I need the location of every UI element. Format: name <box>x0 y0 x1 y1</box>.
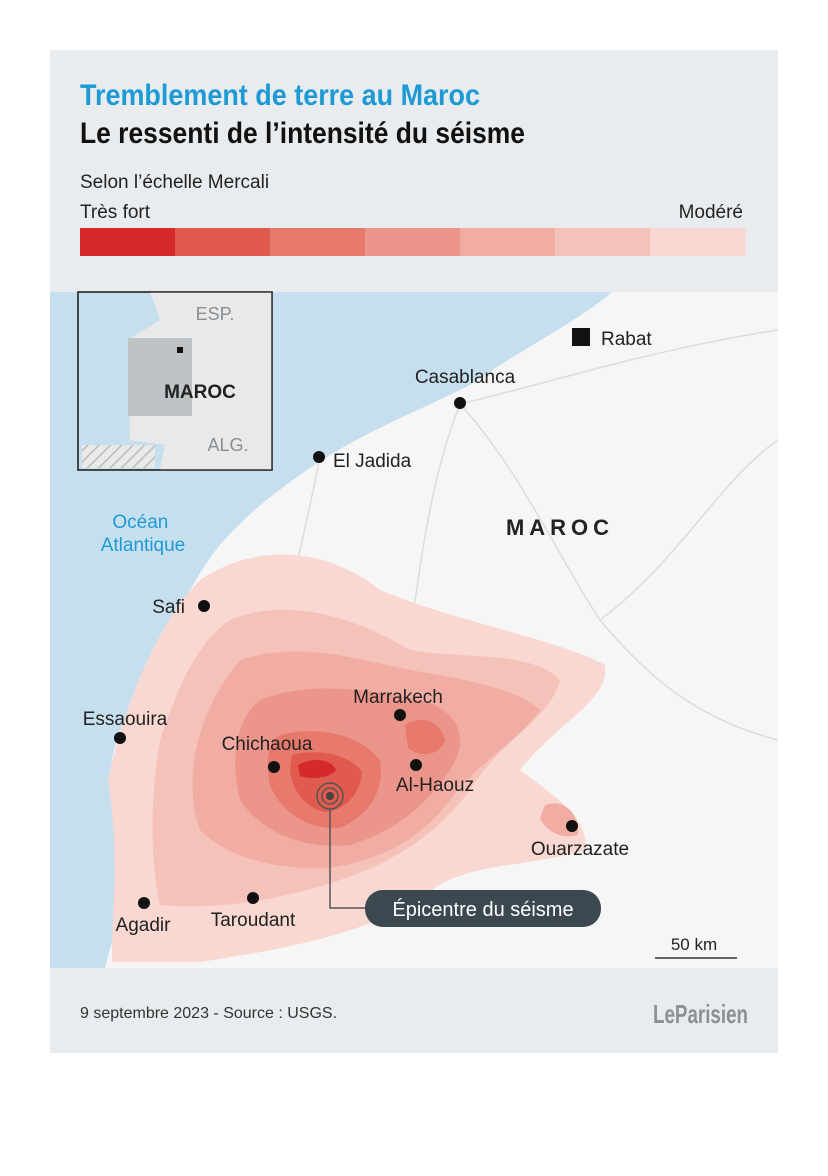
legend-swatch <box>175 228 271 256</box>
legend-high: Très fort <box>80 202 151 223</box>
city-dot <box>198 600 210 612</box>
epicenter-mark <box>316 782 365 909</box>
footer-panel <box>50 968 778 1053</box>
legend-swatch <box>555 228 651 256</box>
city-dot <box>114 732 126 744</box>
ocean-label: Océan Atlantique <box>101 512 186 556</box>
capital-marker <box>572 328 590 346</box>
cities: Casablanca El Jadida Safi Essaouira Marrakec… <box>83 367 629 936</box>
city-label: Safi <box>152 597 185 618</box>
legend-swatch <box>460 228 556 256</box>
inset-map <box>77 291 273 471</box>
scale-label: 50 km <box>671 935 717 954</box>
footer-source: 9 septembre 2023 - Source : USGS. <box>80 1005 337 1022</box>
city-dot <box>247 892 259 904</box>
zone-haouz <box>405 720 445 755</box>
city-dot <box>313 451 325 463</box>
country-label: MAROC <box>506 515 614 540</box>
capital-label: Rabat <box>601 329 652 350</box>
legend-swatch <box>365 228 461 256</box>
legend-label: Selon l’échelle Mercali <box>80 172 269 193</box>
epicenter-dot <box>326 792 334 800</box>
city-dot <box>454 397 466 409</box>
ocean-line: Océan <box>112 512 168 533</box>
city-label: El Jadida <box>333 451 412 472</box>
map: Épicentre du séisme Rabat Casablanca El J… <box>50 291 779 968</box>
city-label: Taroudant <box>211 910 296 931</box>
city-dot <box>268 761 280 773</box>
city-label: Agadir <box>116 915 172 936</box>
zone-1 <box>298 759 336 778</box>
city-dot <box>394 709 406 721</box>
city-dot <box>566 820 578 832</box>
inset-label: ESP. <box>196 304 235 324</box>
city-dot <box>410 759 422 771</box>
legend-swatch <box>650 228 746 256</box>
legend-low: Modéré <box>679 202 743 223</box>
city-label: Marrakech <box>353 687 443 708</box>
city-label: Al-Haouz <box>396 775 474 796</box>
legend-scale <box>80 228 746 256</box>
inset-label: ALG. <box>207 435 248 455</box>
city-label: Ouarzazate <box>531 839 629 860</box>
subtitle: Le ressenti de l’intensité du séisme <box>80 117 525 150</box>
legend-swatch <box>80 228 176 256</box>
title: Tremblement de terre au Maroc <box>80 79 480 112</box>
city-label: Casablanca <box>415 367 516 388</box>
epicenter-label: Épicentre du séisme <box>392 898 573 921</box>
intensity-zones <box>108 554 606 962</box>
inset-label: MAROC <box>164 382 236 403</box>
city-label: Essaouira <box>83 709 168 730</box>
legend-swatch <box>270 228 366 256</box>
ocean-line: Atlantique <box>101 535 186 556</box>
city-label: Chichaoua <box>222 734 313 755</box>
city-dot <box>138 897 150 909</box>
logo: LeParisien <box>653 999 748 1029</box>
epicenter-pill <box>365 890 601 927</box>
